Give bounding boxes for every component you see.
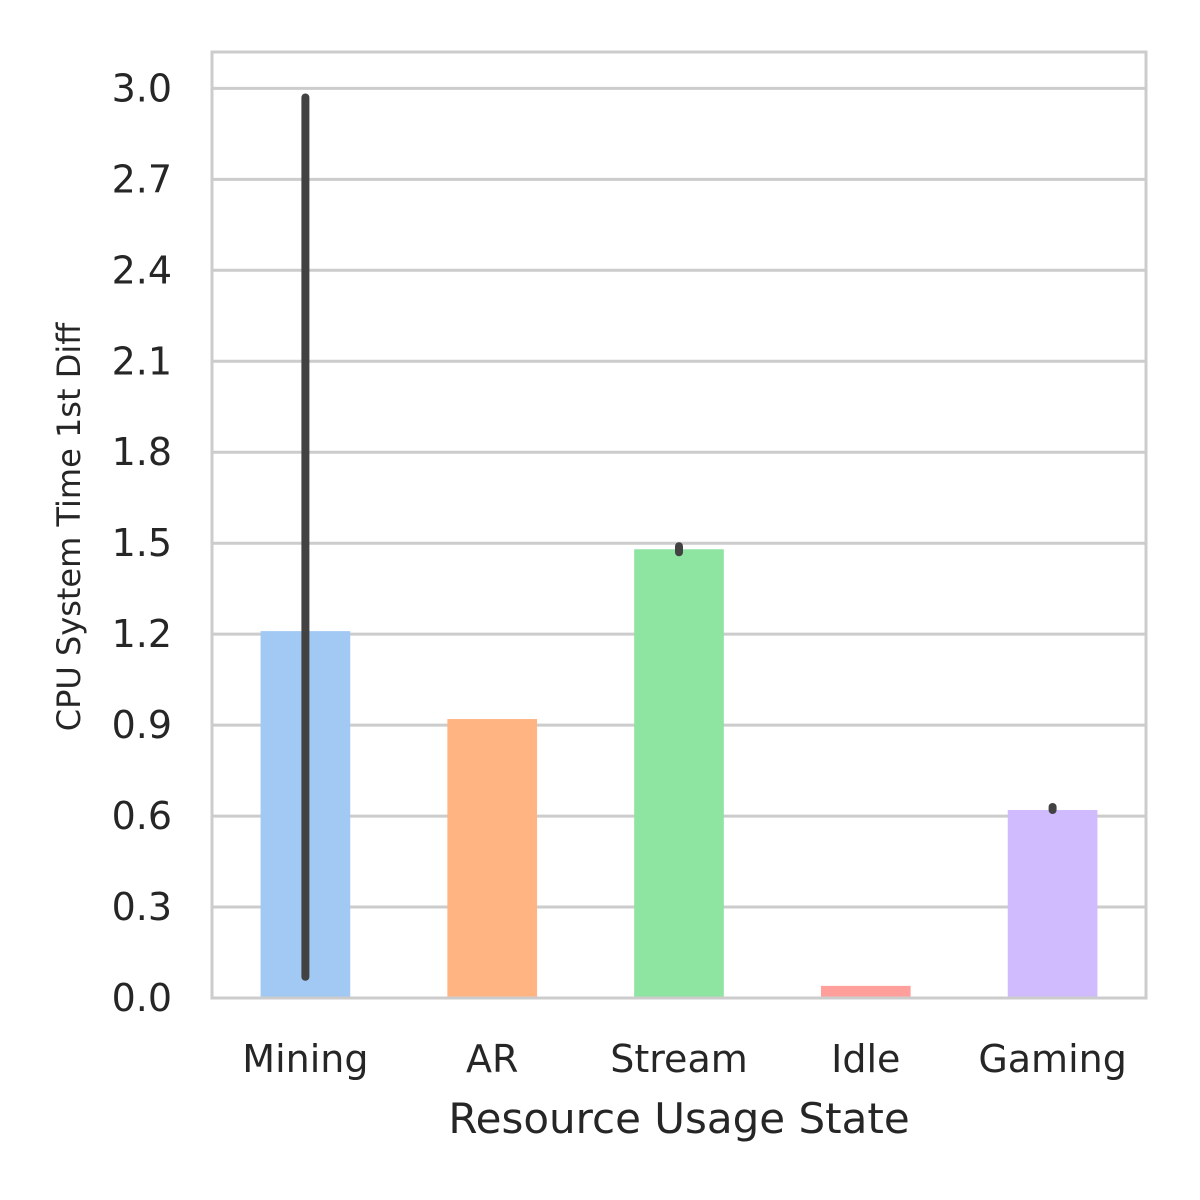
x-tick-labels: Mining AR Stream Idle Gaming [242, 1037, 1127, 1081]
y-tick-label: 0.0 [112, 976, 172, 1020]
plot-frame [210, 50, 1148, 1000]
bar-ar [447, 719, 538, 998]
y-tick-label: 2.4 [112, 248, 172, 292]
bar-gaming [1007, 810, 1098, 998]
y-tick-labels: 0.0 0.3 0.6 0.9 1.2 1.5 1.8 2.1 2.4 2.7 3.0 [112, 66, 172, 1020]
x-tick-label: Gaming [978, 1037, 1127, 1081]
y-tick-label: 3.0 [112, 66, 172, 110]
y-tick-label: 0.3 [112, 885, 172, 929]
y-tick-label: 2.7 [112, 157, 172, 201]
y-tick-label: 0.6 [112, 794, 172, 838]
x-axis-label: Resource Usage State [448, 1094, 909, 1143]
error-bars [301, 93, 1057, 981]
y-tick-label: 1.5 [112, 521, 172, 565]
x-tick-label: Idle [831, 1037, 900, 1081]
bars [260, 549, 1098, 998]
y-tick-label: 1.8 [112, 430, 172, 474]
x-tick-label: Mining [242, 1037, 368, 1081]
x-tick-label: AR [466, 1037, 518, 1081]
y-tick-label: 0.9 [112, 703, 172, 747]
x-tick-label: Stream [610, 1037, 748, 1081]
bar-idle [820, 985, 911, 998]
bar-stream [634, 549, 724, 998]
y-tick-label: 1.2 [112, 612, 172, 656]
y-axis-label: CPU System Time 1st Diff [50, 322, 88, 732]
y-tick-label: 2.1 [112, 339, 172, 383]
